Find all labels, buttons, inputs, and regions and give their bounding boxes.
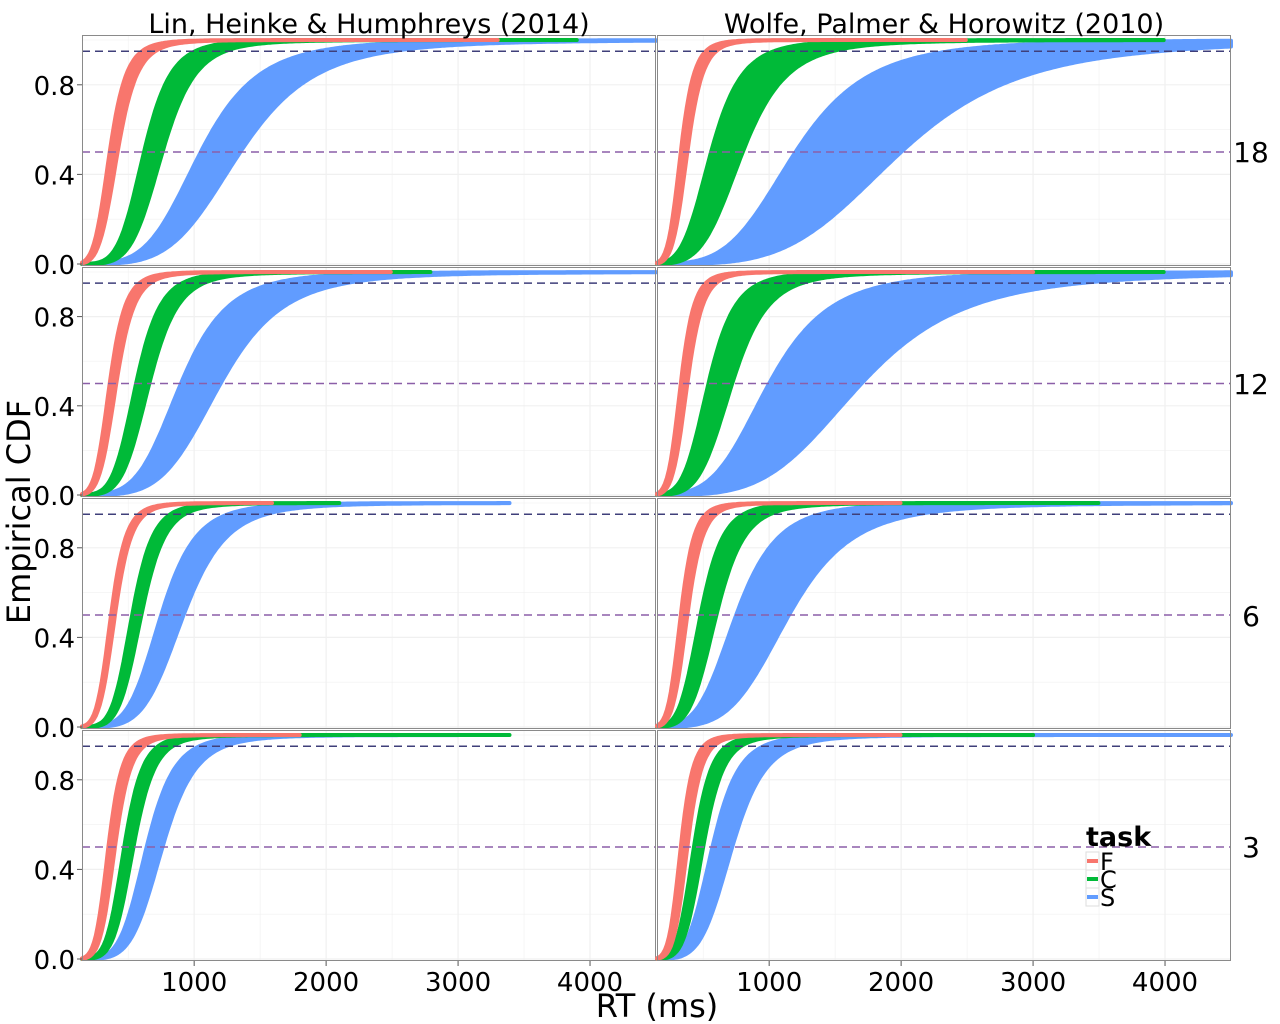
y-tick-label: 0.4 (34, 856, 75, 886)
ecdf-band-c (80, 501, 342, 729)
ecdf-band-s (80, 501, 512, 729)
x-tick-label: 2000 (868, 968, 934, 998)
panel-border (82, 730, 656, 961)
row-label-6: 6 (1242, 600, 1260, 633)
y-tick-label: 0.4 (34, 624, 75, 654)
x-tick-label: 1000 (161, 968, 227, 998)
panel-border (82, 498, 656, 729)
panel-border (82, 267, 656, 497)
panel-wolfe-6 (655, 498, 1233, 729)
x-tick-label: 2000 (293, 968, 359, 998)
y-tick-label: 0.4 (34, 393, 75, 423)
panel-wolfe-3 (655, 730, 1233, 961)
row-label-3: 3 (1242, 831, 1260, 864)
panel-lin-6 (80, 498, 656, 729)
legend: task F C S (1085, 822, 1152, 912)
legend-title: task (1086, 822, 1152, 853)
y-tick-label: 0.0 (34, 714, 75, 744)
panel-border (657, 730, 1231, 961)
panel-border (82, 35, 656, 266)
panel-wolfe-12 (655, 267, 1233, 497)
y-tick-label: 0.8 (34, 304, 75, 334)
ecdf-band-c (80, 270, 433, 497)
column-title-wolfe: Wolfe, Palmer & Horowitz (2010) (724, 9, 1164, 40)
panel-wolfe-18 (655, 35, 1233, 266)
x-tick-label: 4000 (1132, 968, 1198, 998)
ecdf-band-f (80, 38, 500, 266)
row-label-18: 18 (1233, 136, 1269, 169)
y-tick-label: 0.4 (34, 161, 75, 191)
panel-lin-12 (80, 267, 658, 497)
y-tick-label: 0.8 (34, 535, 75, 565)
row-label-12: 12 (1233, 368, 1269, 401)
panel-border (657, 35, 1231, 266)
y-tick-label: 0.0 (34, 482, 75, 512)
legend-label-s: S (1100, 884, 1115, 912)
panel-lin-18 (80, 35, 658, 266)
panel-background (82, 730, 656, 961)
ecdf-band-f (80, 733, 302, 961)
ecdf-band-f (655, 733, 903, 961)
x-tick-label: 3000 (1000, 968, 1066, 998)
y-tick-label: 0.0 (34, 946, 75, 976)
ecdf-band-f (80, 270, 393, 497)
legend-label-f: F (1100, 848, 1114, 876)
ecdf-band-f (80, 501, 274, 729)
axes: 0.0 0.4 0.8 0.0 0.4 0.8 0.0 0.4 0.8 0.0 0.4 0.8 1000… (34, 72, 1198, 998)
x-axis-title: RT (ms) (596, 987, 718, 1024)
x-tick-label: 4000 (557, 968, 623, 998)
ecdf-band-f (655, 270, 1036, 497)
panel-border (657, 267, 1231, 497)
y-tick-label: 0.8 (34, 767, 75, 797)
y-axis-title: Empirical CDF (0, 400, 38, 624)
y-tick-label: 0.8 (34, 72, 75, 102)
y-tick-label: 0.0 (34, 251, 75, 281)
panels (80, 35, 1233, 961)
column-title-lin: Lin, Heinke & Humphreys (2014) (148, 9, 589, 40)
legend-label-c: C (1100, 866, 1117, 894)
x-tick-label: 1000 (736, 968, 802, 998)
panel-lin-3 (80, 730, 656, 961)
ecdf-band-f (655, 501, 903, 729)
x-tick-label: 3000 (425, 968, 491, 998)
ecdf-band-c (655, 38, 1166, 266)
panel-border (657, 498, 1231, 729)
ecdf-band-f (655, 38, 968, 266)
